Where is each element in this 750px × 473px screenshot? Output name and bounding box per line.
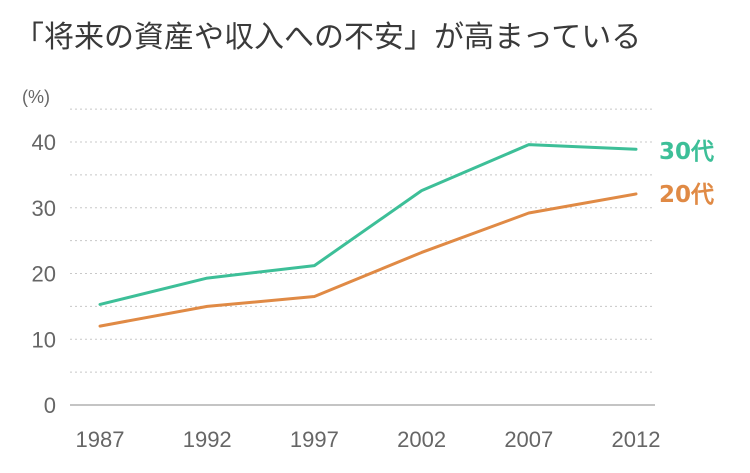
x-tick-label: 2012	[612, 427, 661, 452]
y-axis-tick-labels: 0 10 20 30 40	[32, 130, 56, 418]
y-tick-label: 0	[44, 393, 56, 418]
x-tick-label: 2002	[397, 427, 446, 452]
series-label: 20代	[659, 182, 714, 208]
y-axis-unit: (%)	[22, 87, 50, 107]
chart-title: 「将来の資産や収入への不安」が高まっている	[14, 20, 642, 55]
y-tick-label: 40	[32, 130, 56, 155]
gridlines	[70, 108, 655, 406]
x-tick-label: 1997	[290, 427, 339, 452]
y-tick-label: 30	[32, 196, 56, 221]
series-line	[98, 143, 638, 306]
y-tick-label: 10	[32, 327, 56, 352]
series-label: 30代	[659, 139, 714, 165]
series-line	[98, 192, 638, 328]
x-tick-label: 1992	[183, 427, 232, 452]
x-axis-tick-labels: 1987 1992 1997 2002 2007 2012	[76, 427, 661, 452]
series-labels: 30代 20代	[659, 139, 714, 208]
y-tick-label: 20	[32, 262, 56, 287]
series-lines	[98, 143, 638, 328]
x-tick-label: 2007	[504, 427, 553, 452]
x-tick-label: 1987	[76, 427, 125, 452]
